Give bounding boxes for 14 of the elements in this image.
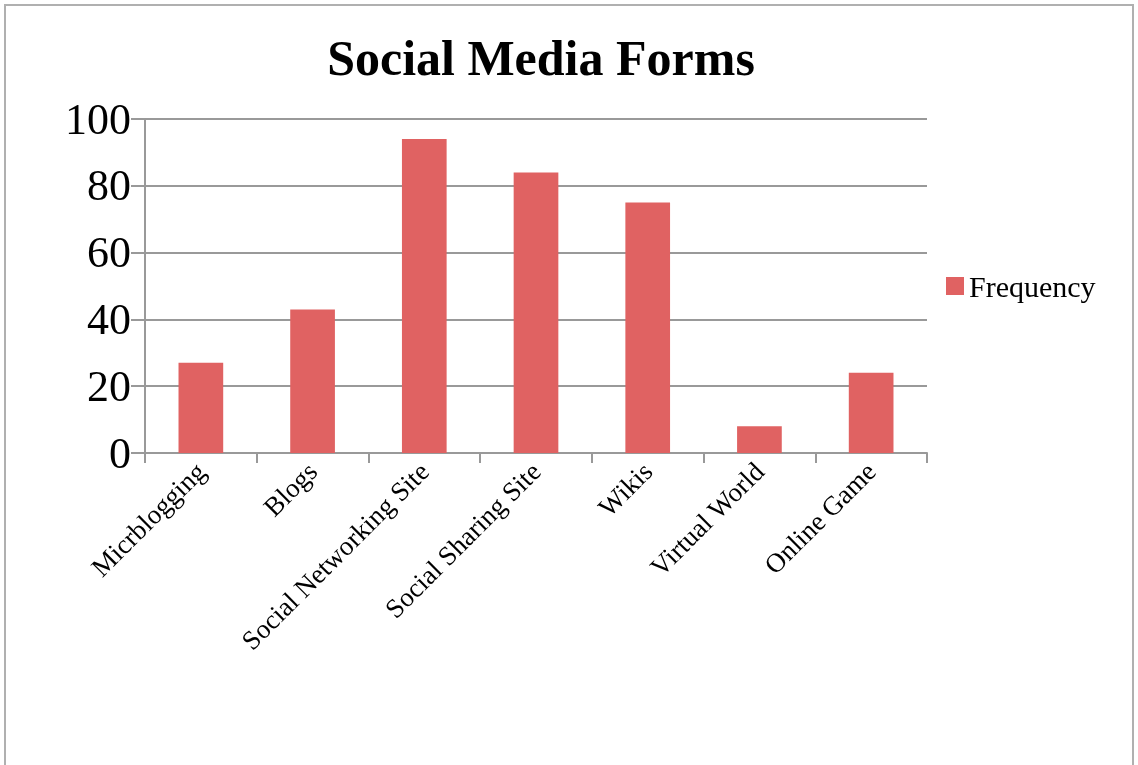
- bar: [178, 362, 224, 453]
- bar: [513, 172, 559, 453]
- bar: [290, 309, 335, 453]
- bar: [401, 139, 447, 453]
- y-tick-label: 20: [87, 361, 131, 411]
- y-tick-label: 60: [87, 228, 131, 278]
- legend-label: Frequency: [969, 269, 1096, 303]
- bar: [625, 202, 671, 453]
- y-tick-label: 40: [87, 294, 131, 344]
- bar: [848, 372, 894, 453]
- chart-title: Social Media Forms: [327, 30, 755, 86]
- y-tick-label: 100: [65, 94, 131, 144]
- y-tick-label: 80: [87, 161, 131, 211]
- bar: [737, 426, 782, 453]
